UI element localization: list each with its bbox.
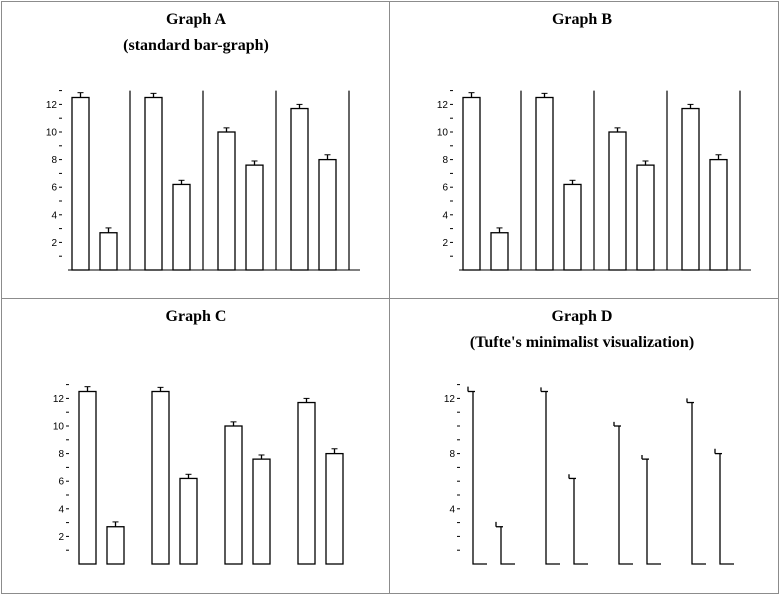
y-tick-label: 8 xyxy=(442,155,448,166)
bar xyxy=(297,401,316,565)
graph-d-panel: Graph D (Tufte's minimalist visualizatio… xyxy=(444,308,734,565)
bar xyxy=(99,232,118,271)
bar xyxy=(179,477,198,565)
bar xyxy=(318,158,337,271)
bar xyxy=(681,107,700,271)
bar xyxy=(608,131,627,271)
bar xyxy=(252,458,271,565)
y-tick-label: 8 xyxy=(449,449,455,460)
y-tick-label: 6 xyxy=(58,477,64,488)
bar xyxy=(172,183,191,271)
bar xyxy=(144,96,163,271)
y-tick-label: 10 xyxy=(437,128,449,139)
bar xyxy=(78,390,97,565)
bar xyxy=(467,386,487,565)
bar xyxy=(641,454,661,565)
bar xyxy=(714,448,734,565)
bar xyxy=(495,521,515,565)
y-tick-label: 12 xyxy=(437,100,449,111)
y-tick-label: 10 xyxy=(46,128,58,139)
bar xyxy=(563,183,582,271)
y-tick-label: 12 xyxy=(53,394,65,405)
graph-a-plot: 12 10 8 6 4 2 xyxy=(46,90,360,271)
bar xyxy=(535,96,554,271)
bar xyxy=(636,164,655,271)
bar xyxy=(709,158,728,271)
graph-c-title: Graph C xyxy=(166,308,227,325)
y-tick-label: 6 xyxy=(442,183,448,194)
graph-b-plot: 12 10 8 6 4 2 xyxy=(437,90,751,271)
graph-a-title: Graph A xyxy=(166,11,226,28)
bar xyxy=(568,474,588,565)
bar xyxy=(325,452,344,565)
y-tick-label: 12 xyxy=(444,394,456,405)
graph-d-plot: 12 8 4 xyxy=(444,384,734,565)
bar xyxy=(462,96,481,271)
y-tick-label: 4 xyxy=(449,504,455,515)
y-tick-label: 4 xyxy=(442,210,448,221)
y-tick-label: 10 xyxy=(53,422,65,433)
bar xyxy=(613,421,633,565)
graph-a-panel: Graph A (standard bar-graph) 12 10 8 6 4 2 xyxy=(46,11,360,271)
graph-d-title: Graph D xyxy=(552,308,613,325)
y-tick-label: 2 xyxy=(51,238,57,249)
y-tick-label: 4 xyxy=(51,210,57,221)
graph-b-title: Graph B xyxy=(552,11,612,28)
graph-b-panel: Graph B 12 10 8 6 4 2 xyxy=(437,11,751,271)
y-tick-label: 6 xyxy=(51,183,57,194)
bar xyxy=(290,107,309,271)
y-tick-label: 8 xyxy=(58,449,64,460)
graph-a-subtitle: (standard bar-graph) xyxy=(123,37,269,54)
bar xyxy=(217,131,236,271)
graph-d-subtitle: (Tufte's minimalist visualization) xyxy=(470,334,694,351)
graph-c-panel: Graph C 12 10 8 6 4 2 xyxy=(53,308,344,565)
bar xyxy=(245,164,264,271)
bar xyxy=(71,96,90,271)
graph-c-plot: 12 10 8 6 4 2 xyxy=(53,384,344,565)
y-tick-label: 2 xyxy=(442,238,448,249)
bar xyxy=(106,526,125,565)
bar xyxy=(540,387,560,565)
y-tick-label: 12 xyxy=(46,100,58,111)
bar xyxy=(151,390,170,565)
bar xyxy=(686,398,706,565)
y-tick-label: 2 xyxy=(58,532,64,543)
y-tick-label: 8 xyxy=(51,155,57,166)
bar xyxy=(224,425,243,565)
bar xyxy=(490,232,509,271)
y-tick-label: 4 xyxy=(58,504,64,515)
